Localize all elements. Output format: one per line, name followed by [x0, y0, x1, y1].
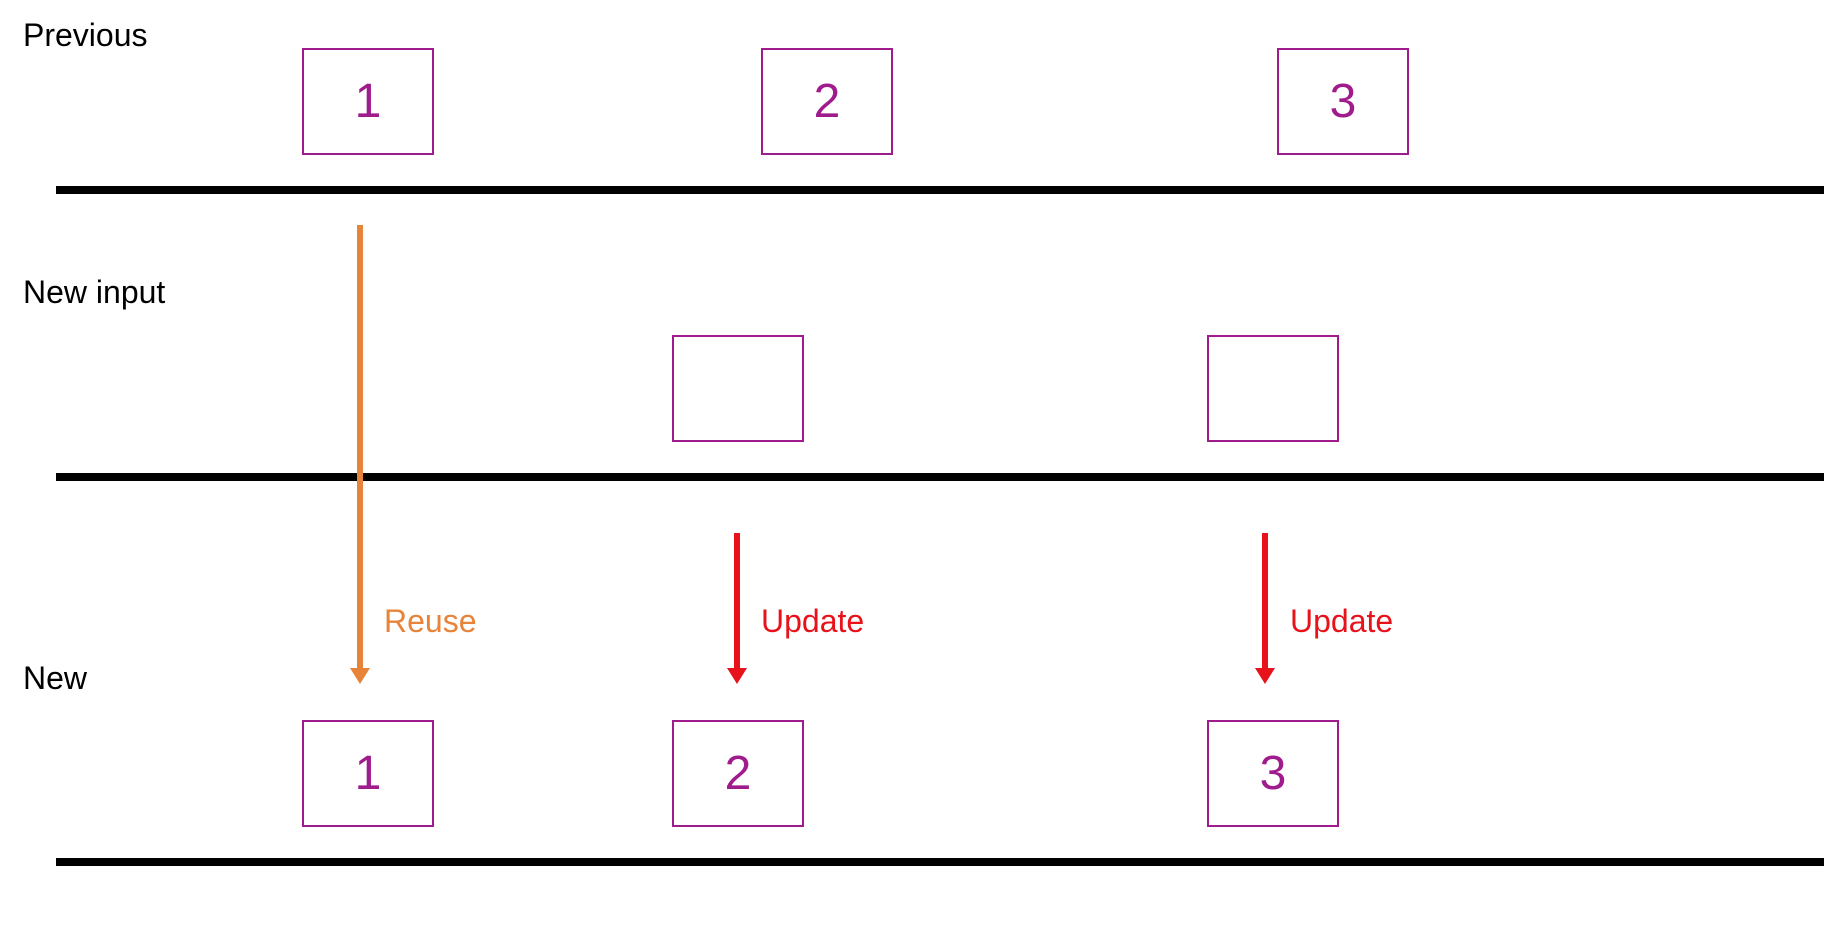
previous-box-3: 3	[1277, 48, 1409, 155]
update-label-3: Update	[1290, 603, 1394, 639]
previous-box-1: 1	[302, 48, 434, 155]
update-label-2: Update	[761, 603, 865, 639]
divider-new	[56, 858, 1824, 866]
update-arrow-2	[727, 533, 747, 684]
update-arrow-3	[1255, 533, 1275, 684]
row-label-new: New	[23, 660, 88, 696]
new-box-2: 2	[672, 720, 804, 827]
divider-previous	[56, 186, 1824, 194]
reuse-label: Reuse	[384, 603, 477, 639]
row-label-previous: Previous	[23, 17, 148, 53]
new-input-box-2	[1207, 335, 1339, 442]
previous-box-2: 2	[761, 48, 893, 155]
divider-new-input	[56, 473, 1824, 481]
new-box-3: 3	[1207, 720, 1339, 827]
reuse-arrow	[350, 225, 370, 684]
row-label-new-input: New input	[23, 274, 166, 310]
new-box-1: 1	[302, 720, 434, 827]
new-input-box-1	[672, 335, 804, 442]
